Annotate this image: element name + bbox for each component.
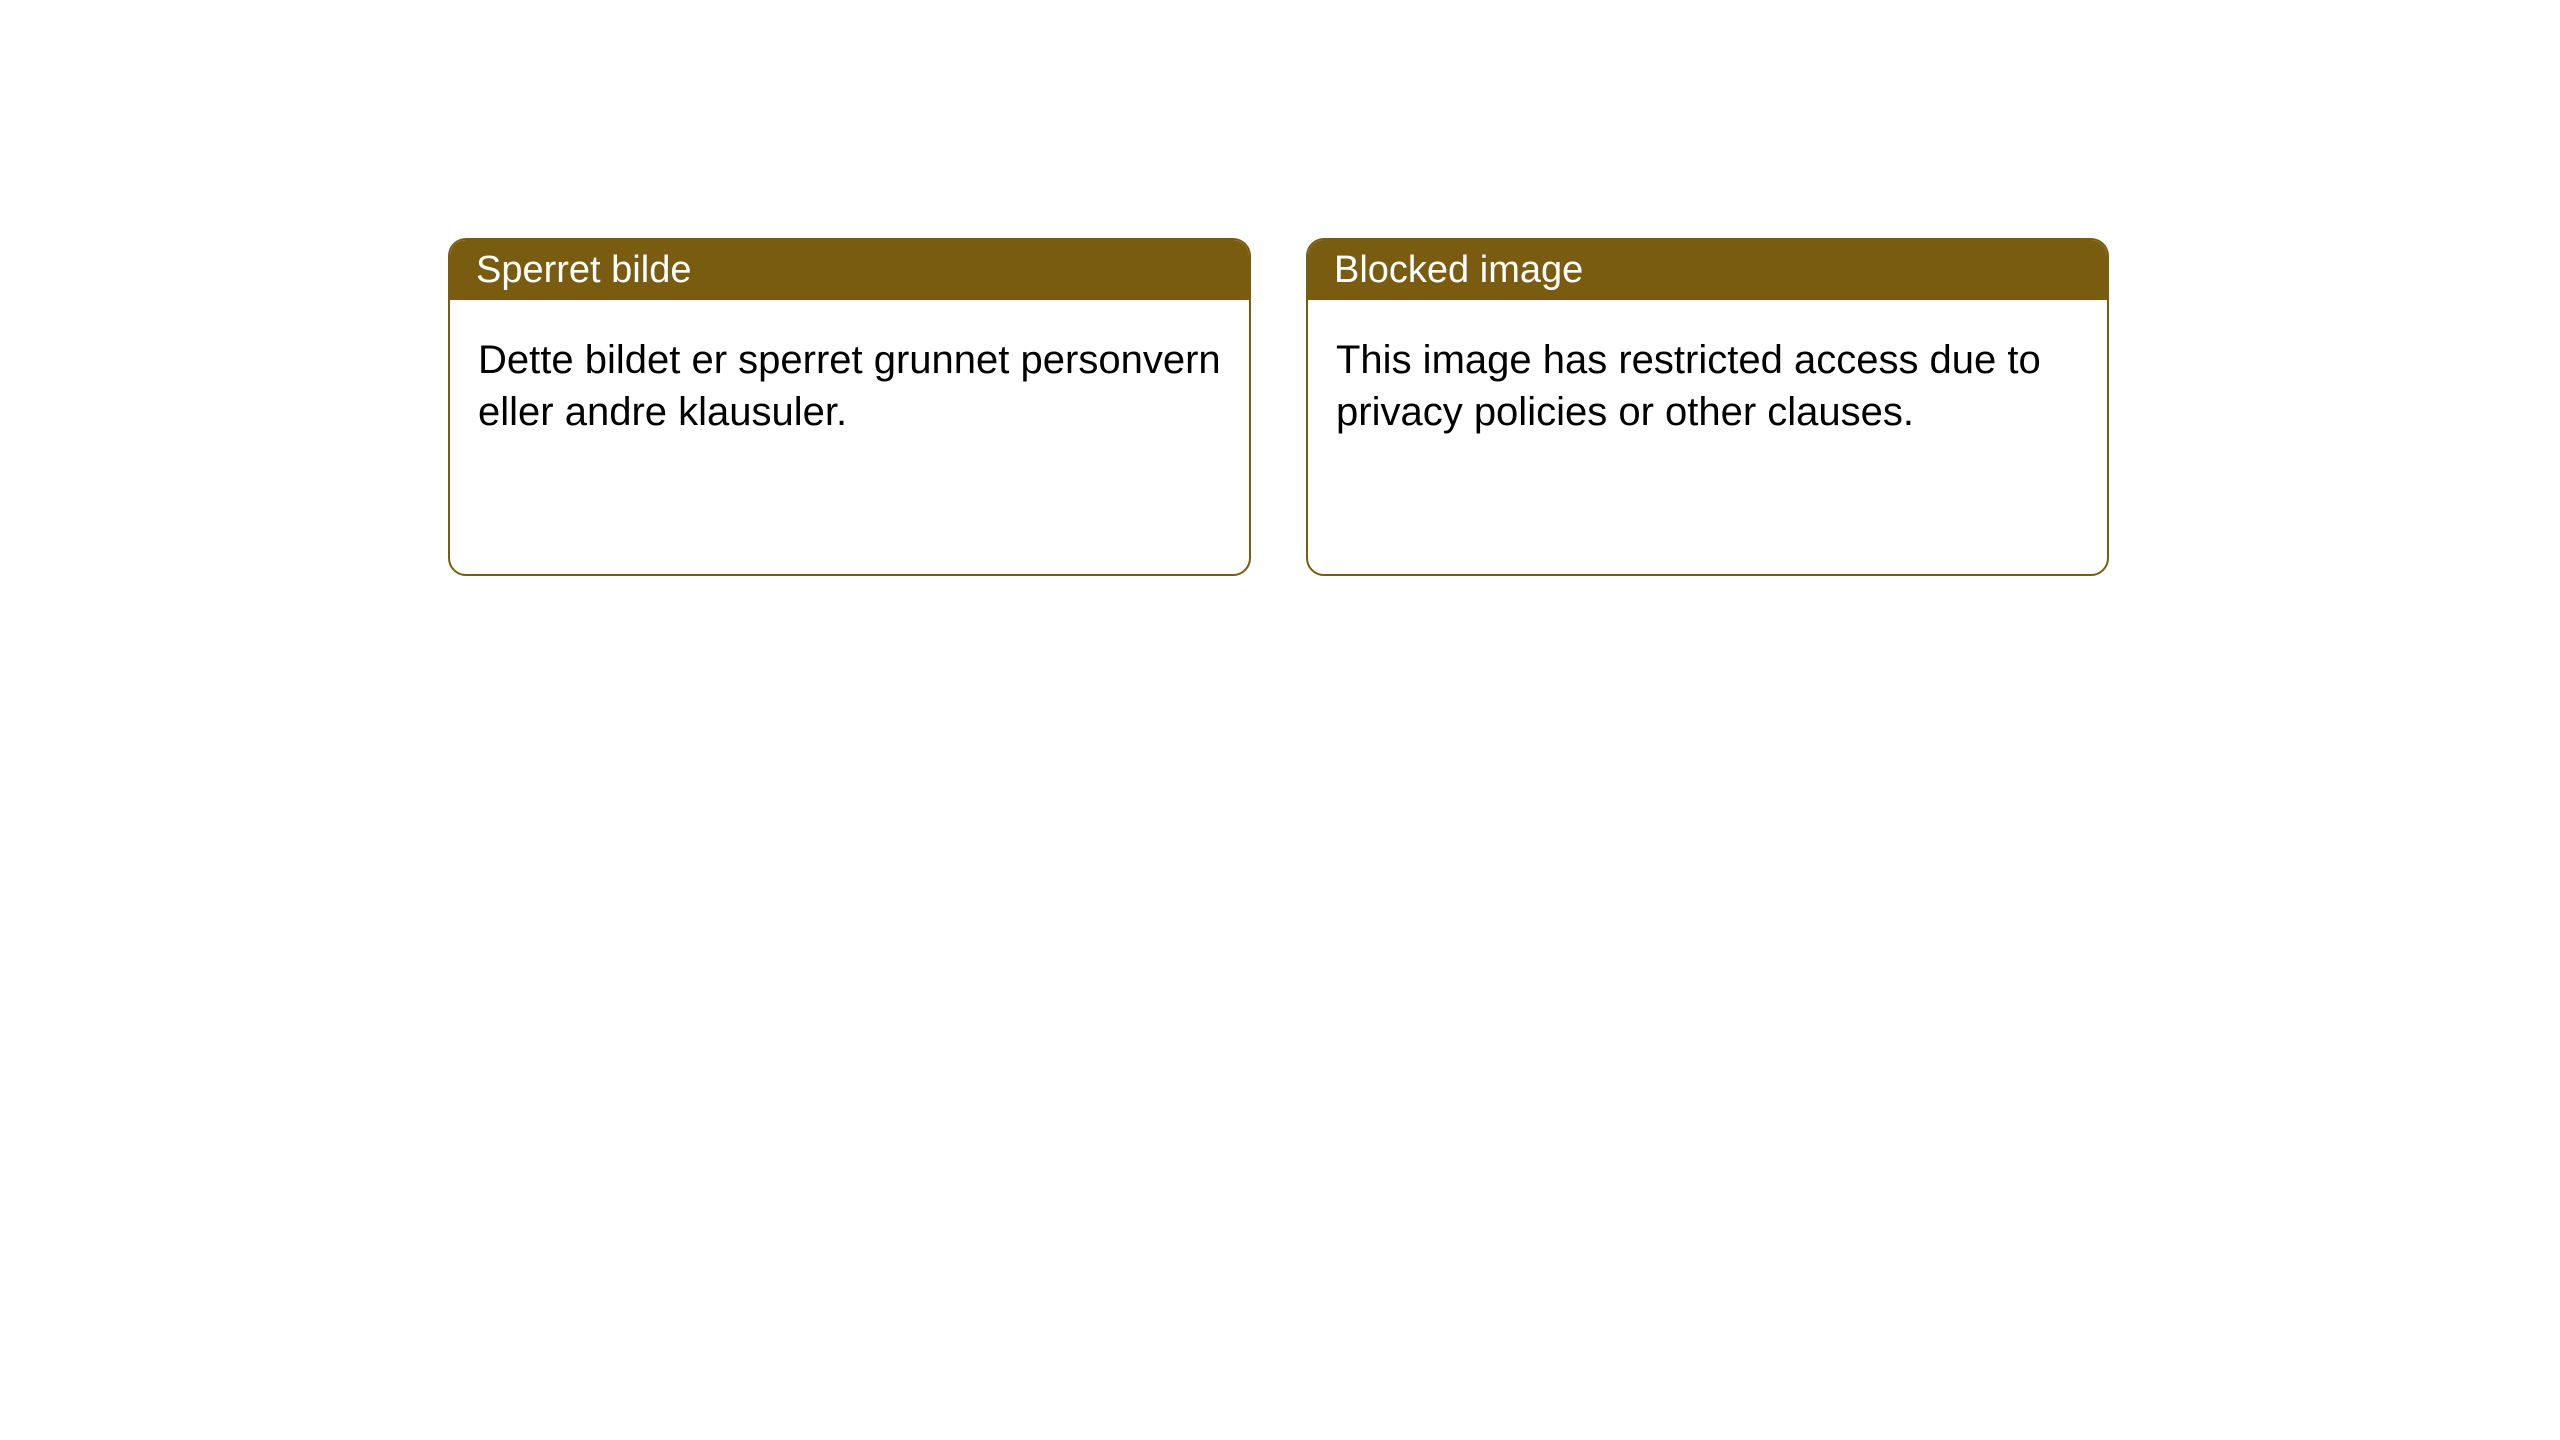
notice-card-norwegian: Sperret bilde Dette bildet er sperret gr… <box>448 238 1251 576</box>
notice-card-body: Dette bildet er sperret grunnet personve… <box>450 300 1249 472</box>
notice-card-header: Blocked image <box>1308 240 2107 300</box>
notice-card-english: Blocked image This image has restricted … <box>1306 238 2109 576</box>
notice-card-body: This image has restricted access due to … <box>1308 300 2107 472</box>
notice-title: Blocked image <box>1334 249 1583 292</box>
notice-container: Sperret bilde Dette bildet er sperret gr… <box>0 0 2560 576</box>
notice-message: Dette bildet er sperret grunnet personve… <box>478 338 1221 434</box>
notice-message: This image has restricted access due to … <box>1336 338 2041 434</box>
notice-title: Sperret bilde <box>476 249 691 292</box>
notice-card-header: Sperret bilde <box>450 240 1249 300</box>
